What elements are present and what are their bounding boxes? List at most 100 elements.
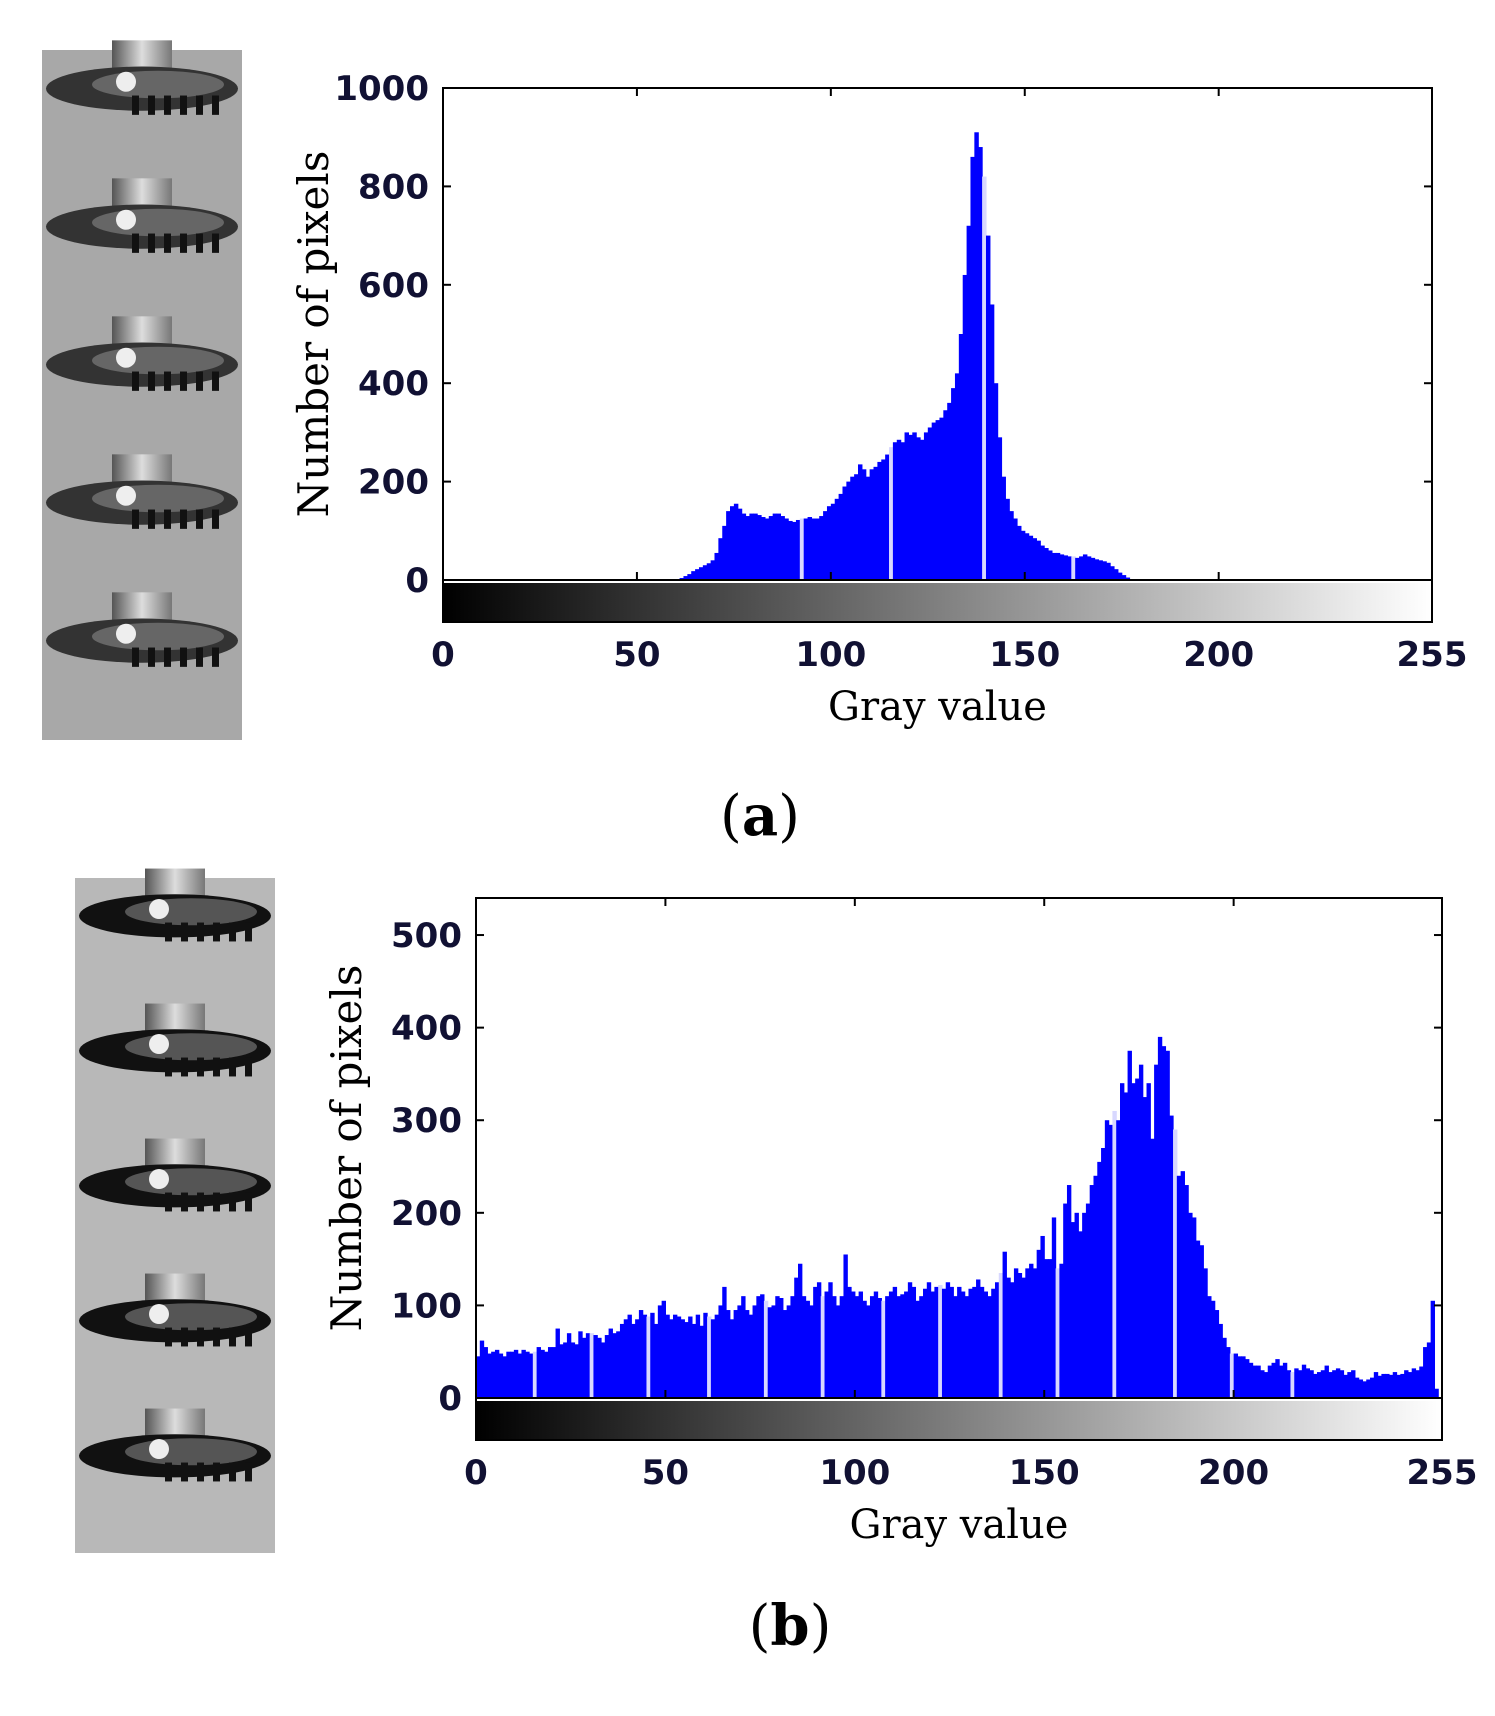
- chart-b-bar: [737, 1305, 742, 1398]
- chart-a-bar: [1079, 556, 1084, 580]
- chart-b-bar: [676, 1316, 682, 1398]
- chart-b-bar: [991, 1288, 996, 1398]
- chart-b-y-axis-label: Number of pixels: [322, 965, 371, 1332]
- chart-b-xtick-label: 200: [1198, 1453, 1269, 1493]
- chart-b-bar: [616, 1331, 621, 1398]
- chart-b-bar: [907, 1282, 913, 1398]
- chart-b-bar: [1108, 1124, 1114, 1398]
- chart-b-bar: [1127, 1050, 1132, 1398]
- chart-b-bar: [892, 1286, 898, 1398]
- chart-a-bar: [958, 334, 964, 580]
- chart-b-bar: [521, 1349, 526, 1398]
- chart-b-bar: [741, 1296, 746, 1398]
- chart-a-bar: [815, 518, 820, 580]
- chart-b-bar: [930, 1291, 935, 1398]
- chart-b-bar: [1301, 1364, 1307, 1398]
- chart-b-bar: [1298, 1370, 1303, 1398]
- chart-b-bar: [835, 1305, 841, 1398]
- chart-a-bar: [1032, 538, 1037, 580]
- chart-b-bar: [828, 1282, 833, 1398]
- panel-label-a: (a): [720, 783, 800, 849]
- chart-b-bar: [506, 1351, 511, 1398]
- chart-b-bar: [998, 1273, 1004, 1398]
- chart-a-bar: [1005, 498, 1010, 580]
- chart-b-bar: [1256, 1365, 1261, 1398]
- chart-b-bar: [1029, 1263, 1034, 1398]
- chart-b-bar: [938, 1285, 943, 1398]
- chart-a-bar: [776, 513, 782, 580]
- chart-a-bar: [962, 274, 968, 580]
- chart-b-bar: [820, 1296, 826, 1398]
- chart-b-bar: [839, 1296, 845, 1398]
- chart-b-bar: [1260, 1370, 1265, 1398]
- chart-b-bar: [1021, 1277, 1026, 1398]
- chart-b-bar: [851, 1291, 856, 1398]
- chart-b-bar: [1370, 1377, 1375, 1398]
- chart-b-bar: [1169, 1115, 1174, 1398]
- chart-b-bar: [498, 1353, 504, 1398]
- chart-b-bar: [494, 1349, 500, 1398]
- chart-a-bar: [1020, 530, 1026, 580]
- chart-a-bar: [698, 567, 704, 580]
- chart-a-bar: [920, 439, 925, 580]
- chart-b-bar: [566, 1333, 572, 1398]
- chart-a-y-axis-label: Number of pixels: [289, 151, 338, 518]
- chart-b-bar: [578, 1331, 583, 1398]
- chart-b-ytick-label: 300: [391, 1101, 462, 1141]
- chart-a-bar: [935, 420, 941, 580]
- chart-b-bar: [1313, 1373, 1318, 1398]
- chart-a-bar: [757, 515, 762, 580]
- chart-a-bar: [916, 437, 921, 580]
- chart-b-bar: [1237, 1356, 1242, 1398]
- chart-a-bar: [749, 513, 754, 580]
- chart-a-bar: [745, 516, 750, 580]
- chart-b-bar: [760, 1294, 765, 1398]
- chart-a-bar: [1094, 559, 1100, 580]
- chart-a-bar: [900, 442, 906, 580]
- chart-a-bar: [687, 574, 692, 580]
- chart-a-bar: [1125, 577, 1131, 580]
- chart-a-bar: [1013, 518, 1018, 580]
- chart-b-bar: [703, 1312, 708, 1398]
- chart-b-bar: [1161, 1046, 1167, 1398]
- chart-b-bar: [832, 1296, 837, 1398]
- chart-a-bar: [974, 132, 979, 580]
- chart-b-bar: [612, 1333, 617, 1398]
- chart-b-bar: [1324, 1365, 1329, 1398]
- chart-a-xtick-label: 100: [795, 635, 866, 675]
- chart-a-ytick-label: 400: [358, 364, 429, 404]
- chart-a-bar: [850, 476, 855, 580]
- chart-a-bar: [846, 481, 851, 580]
- chart-a-bar: [811, 518, 816, 580]
- chart-b-bar: [1430, 1300, 1436, 1398]
- chart-a-bar: [737, 508, 743, 580]
- chart-a-bar: [931, 422, 937, 580]
- chart-a-xtick-label: 200: [1183, 635, 1254, 675]
- chart-a-bar: [823, 511, 828, 580]
- chart-a-bar: [1048, 550, 1053, 580]
- chart-b-bar: [540, 1349, 545, 1398]
- chart-a-bar: [1110, 566, 1115, 580]
- chart-b-bar: [513, 1349, 519, 1398]
- chart-b-bar: [1222, 1337, 1227, 1398]
- chart-b-bar: [1199, 1245, 1204, 1398]
- histogram-chart-a: 0 200 400 600 800 1000 0 50 100 150 200 255 Gray val…: [289, 69, 1467, 730]
- chart-b-bar: [1245, 1359, 1250, 1398]
- chart-a-bar: [741, 513, 747, 580]
- chart-b-bar: [1328, 1372, 1333, 1398]
- chart-b-bar: [926, 1282, 932, 1398]
- chart-b-bar: [544, 1351, 549, 1398]
- chart-a-bar: [733, 503, 739, 580]
- chart-b-bar: [1036, 1249, 1042, 1398]
- chart-b-bar: [1112, 1110, 1117, 1398]
- chart-a-bar: [1086, 556, 1092, 580]
- chart-b-bar: [1165, 1050, 1170, 1398]
- chart-b-bar: [559, 1344, 564, 1398]
- chart-b-bar: [1400, 1373, 1405, 1398]
- chart-b-bar: [1120, 1083, 1125, 1398]
- chart-b-bar: [1013, 1268, 1019, 1398]
- chart-b-bar: [794, 1277, 799, 1398]
- chart-b-bar: [1271, 1362, 1276, 1398]
- chart-a-bar: [1044, 548, 1049, 580]
- chart-b-bar: [536, 1347, 541, 1398]
